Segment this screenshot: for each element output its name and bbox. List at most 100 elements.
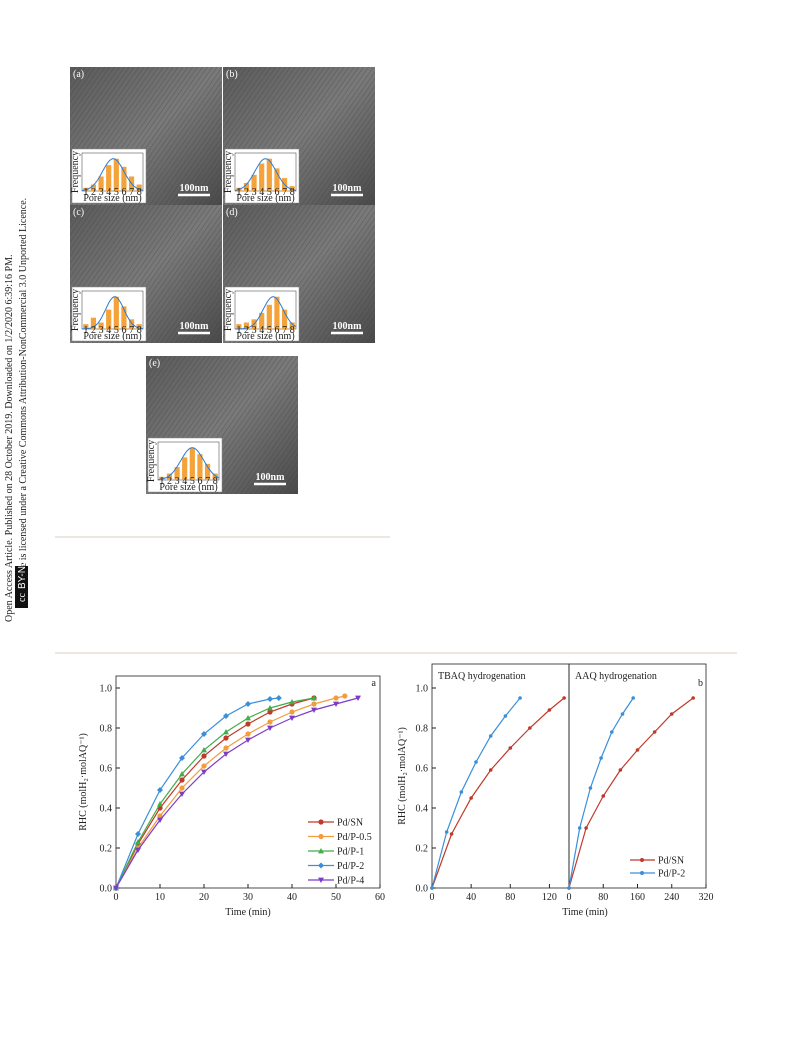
inset-tick-label: 5 [114,325,119,336]
inset-tick-label: 3 [175,476,180,487]
legend-label: Pd/P-2 [337,861,364,872]
data-point [179,755,185,761]
data-point [267,719,273,725]
x-tick-label: 80 [598,892,608,903]
data-point [444,830,449,834]
badge-text: BY-NC [17,559,28,589]
data-point [584,826,588,830]
data-point [245,737,251,743]
license-badge: cc BY-NC [15,559,28,608]
data-point [669,712,674,716]
data-point [430,886,434,890]
data-point [691,696,695,700]
inset-ylabel: Frequency [223,289,234,331]
histogram-bar [121,306,127,329]
inset-tick-label: 3 [99,187,104,198]
histogram-bar [259,312,265,329]
fit-curve [235,296,297,330]
data-point [179,791,185,797]
data-point [469,796,473,800]
x-tick-label: 120 [542,892,557,903]
data-point [157,813,163,819]
histogram-bar [266,304,272,329]
series-line [115,697,315,889]
data-point [620,712,625,716]
histogram-bar [83,324,89,329]
inset-tick-label: 6 [274,187,279,198]
data-point [157,817,163,823]
x-tick-label: 50 [331,892,341,903]
histogram-bar [289,186,295,191]
data-point [518,696,522,700]
data-point [179,785,185,791]
data-point [289,699,295,705]
notice-line: Open Access Article. Published on 28 Oct… [4,255,15,622]
data-point [113,885,119,891]
series-line [115,697,279,889]
data-point [355,695,361,701]
data-point [223,745,229,751]
inset-frame [157,441,220,481]
histogram-bar [136,324,142,329]
series-line [568,697,694,889]
data-point [223,751,229,757]
scale-bar-label: 100nm [180,321,210,332]
data-point [508,746,513,750]
series-line [115,697,359,889]
y-tick-label: 0.8 [100,724,113,735]
legend-label: Pd/P-2 [658,869,685,880]
inset-tick-label: 8 [213,476,218,487]
inset-tick-label: 6 [274,325,279,336]
histogram-bar [90,317,97,329]
data-point [245,721,251,727]
scale-bar-label: 100nm [333,183,363,194]
legend-label: Pd/SN [658,856,684,867]
inset-tick-label: 3 [252,325,257,336]
series-line [431,697,521,889]
badge-box [15,566,28,608]
data-point [157,787,163,793]
inset-tick-label: 2 [244,325,249,336]
histogram-bar [106,165,112,191]
inset-tick-label: 1 [236,187,241,198]
panel-label: (b) [226,69,238,80]
x-axis-label: Time (min) [225,907,270,918]
data-point [289,715,295,721]
y-tick-label: 0.4 [100,804,113,815]
histogram-bar [259,163,265,191]
inset-tick-label: 7 [282,325,287,336]
data-point [201,747,207,753]
panel-title: TBAQ hydrogenation [438,671,526,682]
y-tick-label: 0.8 [416,724,429,735]
inset-tick-label: 3 [99,325,104,336]
inset-tick-label: 7 [129,187,134,198]
y-tick-label: 0.6 [100,764,113,775]
inset-ylabel: Frequency [70,289,81,331]
badge-cc: cc [17,593,28,602]
x-tick-label: 10 [155,892,165,903]
data-point [223,713,229,719]
data-point [311,701,317,707]
data-point [474,760,478,764]
histogram-bar [128,319,135,329]
data-point [547,708,552,712]
data-point [333,701,339,707]
histogram-bar [251,174,257,191]
series-line [568,697,634,889]
data-point [567,886,571,890]
data-point [223,729,229,735]
scale-bar-label: 100nm [180,183,210,194]
data-point [588,786,593,790]
legend-label: Pd/P-4 [337,876,364,887]
legend-label: Pd/P-1 [337,847,364,858]
x-tick-label: 30 [243,892,253,903]
histogram-bar [90,184,97,191]
inset-ylabel: Frequency [223,151,234,193]
inset-tick-label: 7 [129,325,134,336]
panel-label: (c) [73,207,84,218]
fit-curve [234,158,297,191]
inset-frame [81,290,144,330]
histogram-bar [274,296,280,329]
histogram-bar [266,158,272,191]
